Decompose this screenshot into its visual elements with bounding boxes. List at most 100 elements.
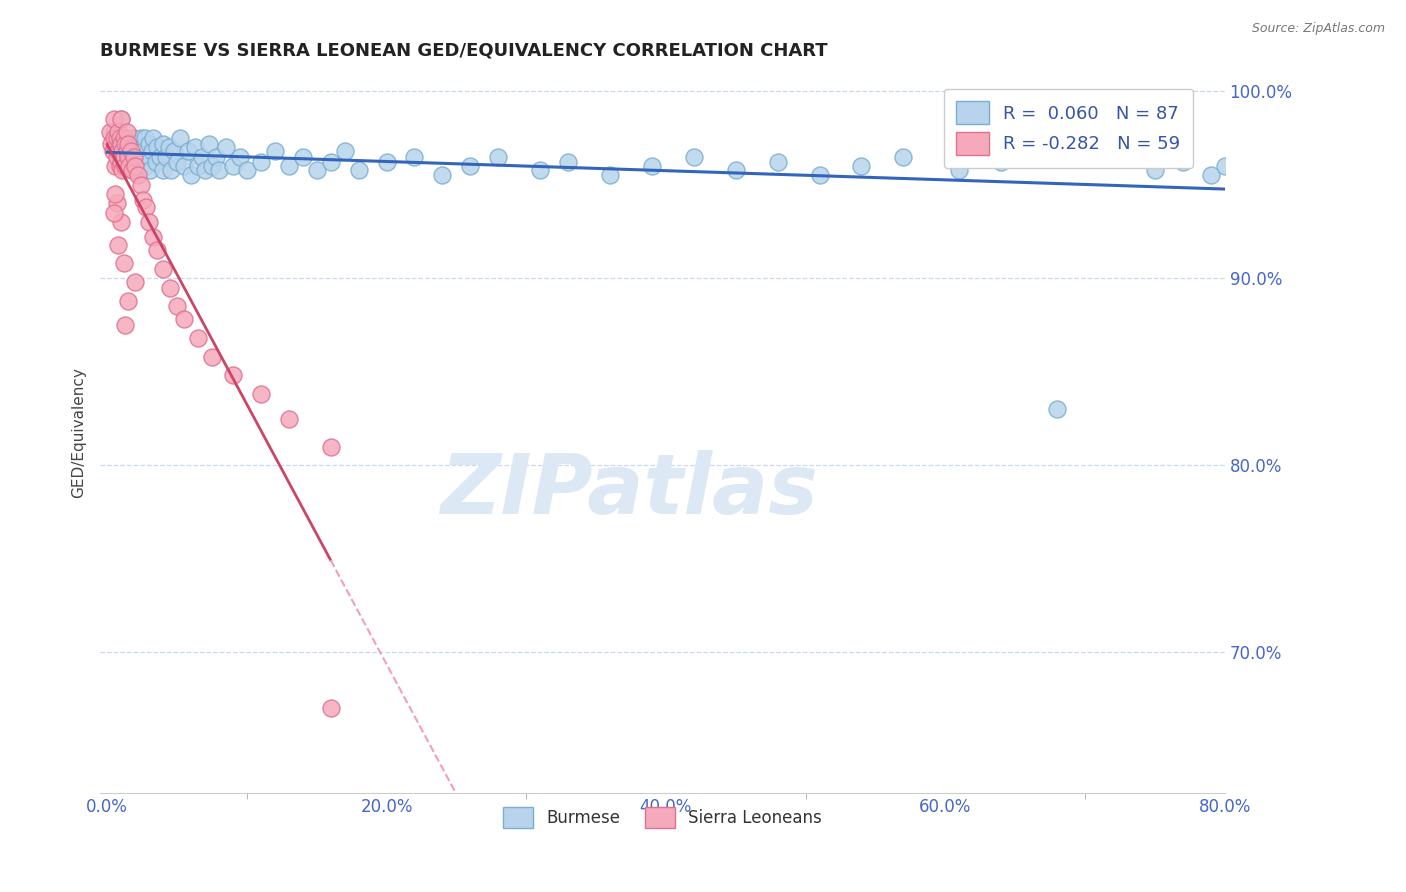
Point — [808, 169, 831, 183]
Point — [194, 162, 217, 177]
Point — [184, 140, 207, 154]
Point — [117, 144, 139, 158]
Point — [124, 159, 146, 173]
Point — [108, 131, 131, 145]
Point — [117, 150, 139, 164]
Point — [105, 131, 128, 145]
Point — [1102, 150, 1125, 164]
Point — [122, 131, 145, 145]
Point — [851, 159, 873, 173]
Point — [131, 155, 153, 169]
Point — [124, 275, 146, 289]
Point — [114, 150, 136, 164]
Point — [208, 162, 231, 177]
Point — [103, 112, 125, 127]
Point — [127, 169, 149, 183]
Point — [187, 331, 209, 345]
Point — [460, 159, 482, 173]
Point — [333, 144, 356, 158]
Point — [101, 144, 124, 158]
Point — [103, 125, 125, 139]
Point — [1227, 150, 1250, 164]
Point — [486, 150, 509, 164]
Point — [112, 131, 135, 145]
Point — [111, 144, 134, 158]
Point — [1046, 402, 1069, 417]
Point — [641, 159, 664, 173]
Point — [432, 169, 454, 183]
Point — [198, 136, 221, 151]
Point — [114, 159, 136, 173]
Text: BURMESE VS SIERRA LEONEAN GED/EQUIVALENCY CORRELATION CHART: BURMESE VS SIERRA LEONEAN GED/EQUIVALENC… — [100, 42, 828, 60]
Point — [152, 136, 174, 151]
Point — [766, 155, 789, 169]
Point — [117, 136, 139, 151]
Point — [682, 150, 704, 164]
Point — [152, 162, 174, 177]
Point — [347, 162, 370, 177]
Point — [291, 150, 314, 164]
Point — [529, 162, 551, 177]
Point — [105, 150, 128, 164]
Point — [145, 155, 167, 169]
Point — [129, 131, 152, 145]
Point — [599, 169, 621, 183]
Point — [132, 144, 155, 158]
Point — [128, 162, 150, 177]
Point — [152, 261, 174, 276]
Point — [142, 230, 165, 244]
Point — [229, 150, 252, 164]
Point — [205, 150, 228, 164]
Point — [107, 125, 129, 139]
Point — [110, 112, 132, 127]
Point — [1213, 159, 1236, 173]
Point — [138, 150, 160, 164]
Point — [1199, 169, 1222, 183]
Point — [103, 205, 125, 219]
Text: Source: ZipAtlas.com: Source: ZipAtlas.com — [1251, 22, 1385, 36]
Point — [105, 196, 128, 211]
Point — [122, 150, 145, 164]
Point — [249, 387, 271, 401]
Point — [135, 200, 157, 214]
Point — [191, 150, 214, 164]
Point — [724, 162, 747, 177]
Point — [110, 112, 132, 127]
Point — [118, 136, 141, 151]
Point — [110, 136, 132, 151]
Point — [117, 293, 139, 308]
Point — [103, 131, 125, 145]
Point — [107, 144, 129, 158]
Point — [131, 140, 153, 154]
Point — [112, 150, 135, 164]
Point — [1143, 162, 1166, 177]
Point — [201, 350, 224, 364]
Point — [166, 299, 188, 313]
Point — [98, 125, 121, 139]
Point — [120, 144, 142, 158]
Point — [180, 169, 202, 183]
Point — [124, 144, 146, 158]
Point — [222, 159, 245, 173]
Y-axis label: GED/Equivalency: GED/Equivalency — [72, 368, 86, 498]
Point — [173, 159, 195, 173]
Point — [177, 144, 200, 158]
Point — [125, 136, 148, 151]
Point — [166, 155, 188, 169]
Point — [277, 411, 299, 425]
Point — [134, 131, 156, 145]
Point — [104, 187, 127, 202]
Point — [135, 159, 157, 173]
Point — [100, 136, 122, 151]
Point — [160, 162, 183, 177]
Point — [114, 136, 136, 151]
Point — [115, 125, 138, 139]
Point — [557, 155, 579, 169]
Point — [138, 215, 160, 229]
Point — [146, 140, 169, 154]
Point — [319, 440, 342, 454]
Point — [121, 140, 143, 154]
Point — [187, 159, 209, 173]
Point — [115, 131, 138, 145]
Point — [108, 136, 131, 151]
